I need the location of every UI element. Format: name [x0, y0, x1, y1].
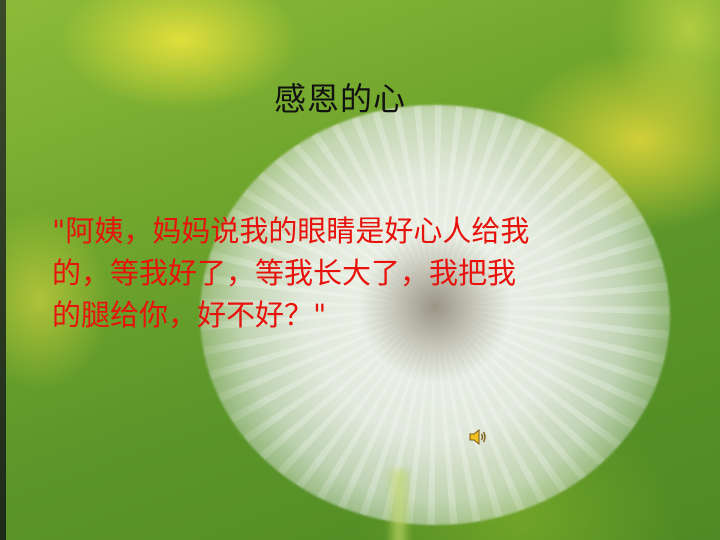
quote-line-2: 的，等我好了，等我长大了，我把我 — [52, 256, 517, 290]
slide-title: 感恩的心 — [274, 80, 407, 118]
quote-text: "阿姨，妈妈说我的眼睛是好心人给我 的，等我好了，等我长大了，我把我 的腿给你，… — [52, 210, 652, 336]
quote-line-3: 的腿给你，好不好？" — [52, 298, 327, 332]
speaker-icon-graphic — [469, 428, 486, 446]
quote-line-1: "阿姨，妈妈说我的眼睛是好心人给我 — [52, 214, 530, 248]
left-frame-edge — [0, 0, 6, 540]
dandelion-stem — [388, 470, 410, 540]
speaker-icon[interactable] — [468, 428, 488, 446]
dandelion-seed-rays — [200, 105, 670, 525]
dandelion-background — [200, 105, 670, 525]
